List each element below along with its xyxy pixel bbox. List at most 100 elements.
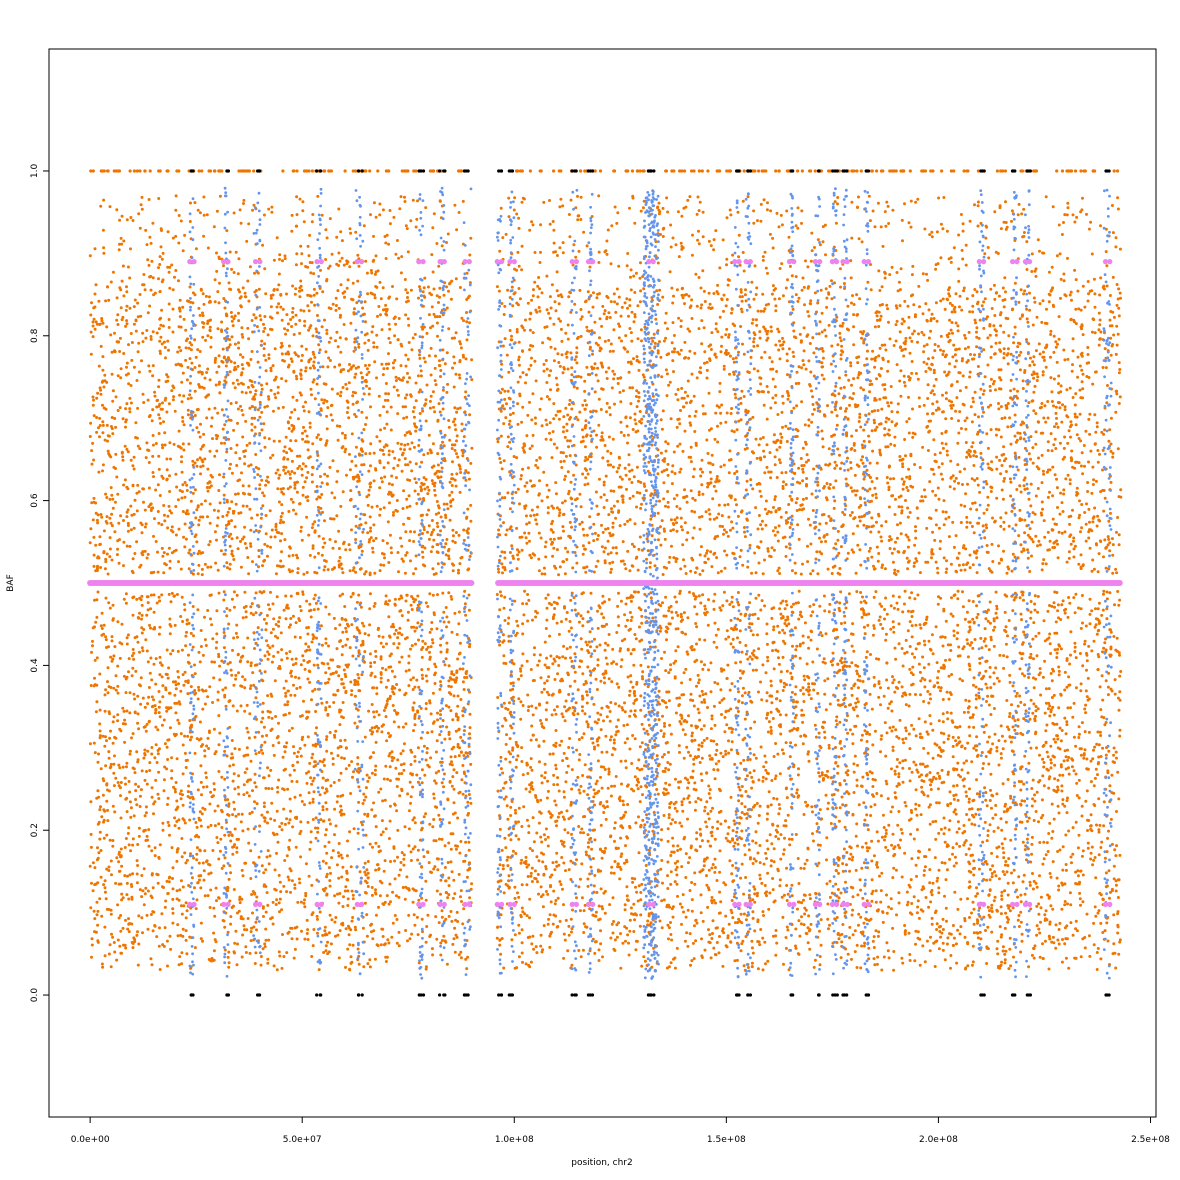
baf-point	[788, 526, 792, 529]
baf-point	[781, 336, 784, 340]
baf-point	[769, 329, 773, 333]
baf-point	[705, 800, 709, 804]
baf-point	[367, 709, 371, 713]
baf-point	[228, 567, 232, 571]
baf-point	[627, 370, 631, 374]
baf-point	[1019, 893, 1023, 897]
baf-point	[129, 504, 133, 508]
baf-point	[887, 956, 891, 960]
baf-point	[687, 714, 690, 718]
baf-point	[1102, 592, 1105, 596]
baf-point	[644, 489, 648, 493]
baf-point	[103, 709, 107, 713]
baf-point	[999, 524, 1003, 528]
baf-point	[351, 394, 355, 398]
baf-point	[760, 356, 764, 360]
baf-point	[345, 399, 349, 403]
baf-point	[1011, 801, 1015, 804]
baf-point	[684, 852, 688, 856]
baf-point	[573, 302, 577, 306]
baf-point	[521, 446, 525, 450]
baf-point	[871, 209, 875, 213]
baf-point	[341, 701, 345, 704]
baf-point	[335, 647, 339, 651]
baf-point	[928, 868, 932, 872]
baf-point	[851, 813, 855, 817]
baf-point	[347, 933, 351, 937]
baf-point	[146, 601, 150, 605]
baf-point	[993, 314, 997, 317]
baf-point	[302, 572, 306, 576]
baf-point	[536, 466, 540, 470]
baf-point	[128, 306, 132, 310]
baf-point	[412, 701, 416, 705]
baf-point	[784, 713, 788, 717]
baf-point	[716, 283, 720, 287]
baf-point	[837, 937, 841, 941]
baf-point	[368, 452, 372, 455]
baf-point	[320, 493, 324, 496]
baf-point	[233, 787, 237, 791]
baf-point	[733, 472, 737, 475]
baf-point	[461, 922, 465, 926]
baf-point	[966, 771, 970, 775]
baf-point	[1009, 838, 1013, 842]
baf-point	[1086, 676, 1090, 680]
baf-point	[507, 196, 511, 200]
baf-point	[188, 341, 192, 345]
baf-point	[1112, 635, 1116, 638]
baf-point	[987, 256, 991, 260]
baf-point	[917, 284, 921, 288]
baf-point	[343, 436, 347, 440]
baf-point	[783, 631, 787, 635]
baf-point	[952, 545, 956, 549]
baf-point	[448, 762, 452, 766]
baf-point	[365, 913, 369, 917]
baf-point	[759, 494, 763, 498]
baf-point	[639, 480, 643, 484]
baf-point	[908, 667, 912, 671]
baf-point	[966, 710, 970, 714]
baf-point	[956, 623, 960, 627]
baf-point	[255, 928, 258, 932]
baf-point	[686, 796, 690, 800]
baf-point	[689, 445, 693, 449]
baf-point	[179, 797, 183, 801]
baf-point	[735, 830, 739, 834]
baf-point	[742, 352, 746, 356]
baf-point	[535, 831, 539, 835]
baf-point	[630, 615, 634, 619]
baf-point	[171, 649, 175, 653]
baf-point	[125, 218, 129, 222]
baf-point	[1106, 384, 1109, 387]
baf-point	[142, 273, 146, 276]
baf-point	[765, 642, 769, 646]
baf-point	[661, 206, 665, 210]
baf-point	[215, 437, 219, 441]
baf-point	[704, 692, 708, 696]
baf-point	[669, 518, 673, 522]
baf-point	[178, 298, 182, 302]
baf-point	[1067, 550, 1071, 554]
baf-point	[390, 750, 394, 754]
baf-point	[976, 224, 980, 228]
baf-point	[169, 457, 172, 461]
baf-point	[638, 924, 642, 928]
baf-point	[956, 631, 960, 635]
baf-point	[709, 550, 713, 554]
baf-point	[518, 502, 521, 506]
baf-point	[125, 361, 129, 365]
baf-point	[458, 376, 462, 380]
baf-point	[237, 257, 241, 261]
baf-point	[761, 663, 765, 667]
baf-point	[461, 199, 465, 203]
baf-point	[611, 521, 615, 525]
baf-point	[512, 278, 516, 282]
baf-point	[507, 396, 511, 400]
baf-point	[658, 340, 661, 344]
baf-point	[1077, 725, 1081, 729]
baf-point	[770, 616, 774, 620]
baf-point	[1085, 668, 1088, 672]
baf-point	[583, 712, 587, 716]
baf-point	[157, 327, 161, 331]
